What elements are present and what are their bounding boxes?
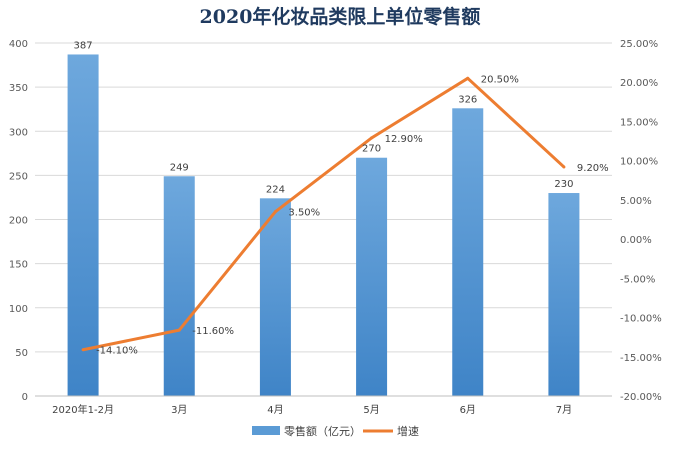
growth-point: [466, 76, 470, 80]
growth-value-label: 20.50%: [481, 74, 519, 85]
y-right-tick-label: -10.00%: [620, 314, 662, 325]
axis-layer: 0 50 100 150 200 250 300 350 400 -20.00% -15.00% -1…: [9, 39, 662, 416]
bar-value-label: 326: [458, 94, 477, 105]
bar: [259, 198, 291, 396]
bar: [452, 108, 484, 397]
y-left-tick-label: 300: [9, 127, 28, 138]
bar: [548, 193, 580, 396]
y-right-tick-label: 10.00%: [620, 157, 658, 168]
growth-value-label: -11.60%: [192, 326, 234, 337]
y-left-tick-label: 100: [9, 304, 28, 315]
bar: [163, 176, 195, 396]
x-tick-label: 7月: [556, 404, 572, 416]
y-right-tick-label: -20.00%: [620, 392, 662, 403]
y-left-tick-label: 250: [9, 171, 28, 182]
y-right-tick-label: 5.00%: [620, 196, 652, 207]
y-right-tick-label: -15.00%: [620, 353, 662, 364]
y-right-tick-label: 0.00%: [620, 235, 652, 246]
y-right-tick-label: 25.00%: [620, 39, 658, 50]
growth-line: [82, 76, 565, 352]
y-right-tick-label: 20.00%: [620, 78, 658, 89]
bar: [67, 54, 99, 396]
growth-point: [273, 210, 277, 214]
y-left-tick-label: 200: [9, 216, 28, 227]
legend-swatch-sales: [252, 426, 280, 435]
bar-layer: [67, 54, 580, 397]
bar-value-label: 270: [362, 144, 381, 155]
legend-label-growth: 增速: [397, 424, 419, 438]
label-layer: 387 249 224 270 326 230 -14.10% -11.60% 3.50% 12.…: [74, 40, 609, 356]
x-tick-label: 3月: [171, 404, 187, 416]
line-layer: [81, 76, 566, 352]
y-right-tick-label: -5.00%: [620, 274, 655, 285]
bar-value-label: 387: [74, 40, 93, 51]
y-right-tick-label: 15.00%: [620, 117, 658, 128]
growth-value-label: 12.90%: [385, 134, 423, 145]
y-left-tick-label: 50: [15, 348, 28, 359]
bar-value-label: 249: [170, 162, 189, 173]
y-left-tick-label: 350: [9, 83, 28, 94]
growth-point: [562, 165, 566, 169]
bar: [356, 157, 388, 396]
x-tick-label: 5月: [363, 404, 379, 416]
growth-value-label: -14.10%: [96, 346, 138, 357]
growth-point: [177, 328, 181, 332]
bar-value-label: 224: [266, 184, 285, 195]
x-tick-label: 2020年1-2月: [52, 403, 114, 416]
growth-point: [370, 136, 374, 140]
y-left-tick-label: 400: [9, 39, 28, 50]
growth-value-label: 9.20%: [577, 163, 609, 174]
growth-value-label: 3.50%: [288, 208, 320, 219]
legend: 零售额（亿元） 增速: [252, 424, 419, 438]
chart-title: 2020年化妆品类限上单位零售额: [199, 6, 481, 28]
bar-value-label: 230: [554, 179, 573, 190]
legend-label-sales: 零售额（亿元）: [284, 424, 361, 438]
x-tick-label: 4月: [267, 404, 283, 416]
x-tick-label: 6月: [460, 404, 476, 416]
growth-point: [81, 348, 85, 352]
y-left-tick-label: 150: [9, 260, 28, 271]
y-left-tick-label: 0: [22, 392, 28, 403]
